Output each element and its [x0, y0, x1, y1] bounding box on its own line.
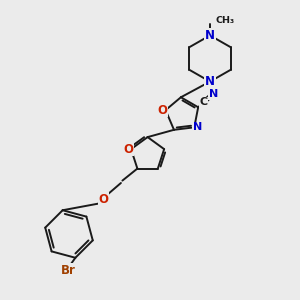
Text: N: N: [208, 89, 218, 99]
Text: CH₃: CH₃: [215, 16, 235, 25]
Text: O: O: [98, 193, 109, 206]
Text: O: O: [124, 142, 134, 156]
Text: C: C: [200, 97, 208, 107]
Text: Br: Br: [61, 264, 76, 277]
Text: N: N: [193, 122, 202, 132]
Text: N: N: [205, 29, 215, 42]
Text: O: O: [158, 103, 168, 117]
Text: N: N: [205, 75, 215, 88]
